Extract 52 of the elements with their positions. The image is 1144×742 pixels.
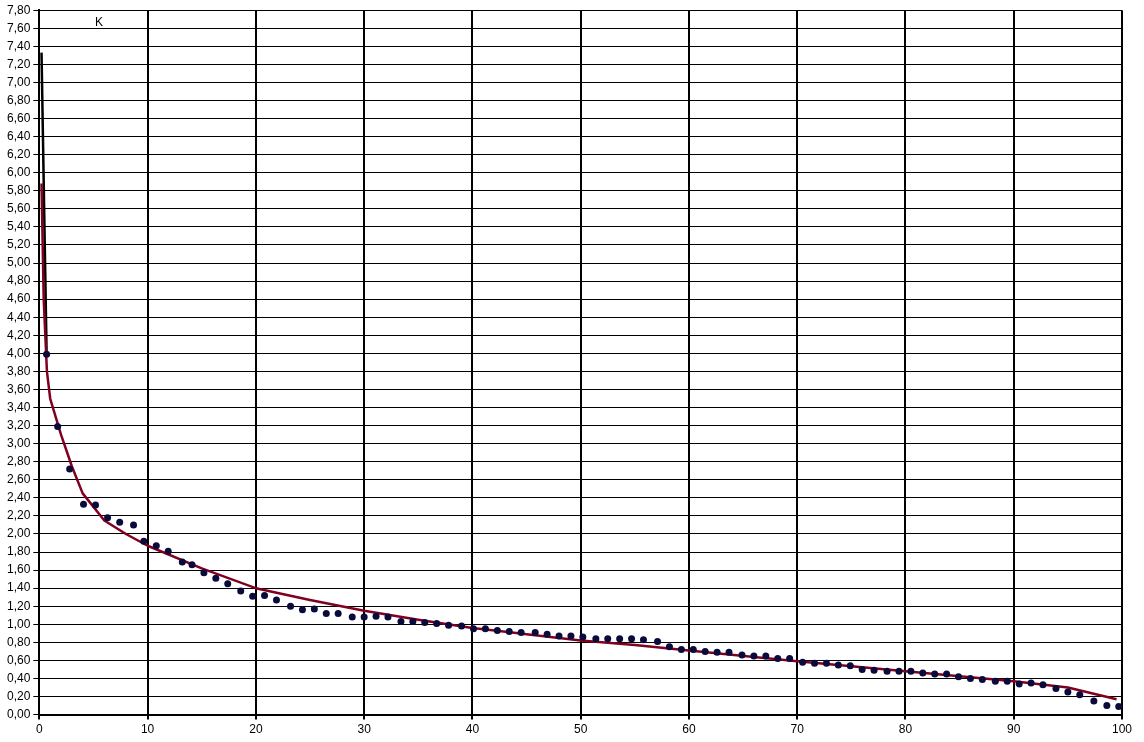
y-tick-label: 4,20 bbox=[7, 327, 31, 342]
y-tick-label: 4,60 bbox=[7, 291, 31, 306]
y-tick-label: 3,00 bbox=[7, 435, 31, 450]
y-tick-label: 2,80 bbox=[7, 454, 31, 469]
y-tick-label: 5,80 bbox=[7, 183, 31, 198]
x-tick-label: 30 bbox=[357, 722, 372, 737]
y-tick-label: 6,60 bbox=[7, 110, 31, 125]
y-tick-label: 4,80 bbox=[7, 273, 31, 288]
y-tick-label: 1,00 bbox=[7, 616, 31, 631]
y-tick-label: 7,60 bbox=[7, 20, 31, 35]
x-tick-label: 90 bbox=[1007, 722, 1021, 737]
x-tick-label: 0 bbox=[36, 722, 44, 737]
y-tick-label: 3,20 bbox=[7, 417, 31, 432]
y-tick-label: 5,40 bbox=[7, 219, 31, 234]
y-tick-label: 1,60 bbox=[7, 562, 31, 577]
y-tick-label: 7,00 bbox=[7, 74, 31, 89]
y-tick-label: 7,80 bbox=[7, 2, 31, 17]
y-tick-label: 6,00 bbox=[7, 165, 31, 180]
x-tick-label: 40 bbox=[465, 722, 480, 737]
x-tick-label: 10 bbox=[140, 722, 155, 737]
y-tick-label: 4,40 bbox=[7, 309, 31, 324]
y-tick-label: 2,20 bbox=[7, 508, 31, 523]
x-tick-label: 100 bbox=[1111, 722, 1133, 737]
x-tick-label: 60 bbox=[682, 722, 696, 737]
y-tick-label: 6,20 bbox=[7, 147, 31, 161]
x-tick-label: 20 bbox=[249, 722, 263, 737]
y-tick-label: 1,40 bbox=[7, 580, 31, 595]
y-tick-label: 2,60 bbox=[7, 472, 31, 487]
y-tick-label: 2,40 bbox=[7, 490, 31, 505]
y-tick-label: 0,80 bbox=[7, 634, 31, 649]
y-tick-label: 0,20 bbox=[7, 688, 31, 703]
y-tick-label: 2,00 bbox=[7, 526, 31, 541]
y-tick-label: 7,40 bbox=[7, 38, 31, 53]
y-tick-label: 3,40 bbox=[7, 399, 31, 414]
y-tick-label: 5,20 bbox=[7, 237, 31, 252]
y-tick-label: 6,40 bbox=[7, 128, 31, 143]
y-tick-label: 1,80 bbox=[7, 544, 31, 559]
y-tick-label: 5,60 bbox=[7, 201, 31, 216]
x-tick-label: 80 bbox=[898, 722, 913, 737]
y-tick-label: 3,80 bbox=[7, 363, 31, 378]
y-tick-label: 4,00 bbox=[7, 345, 31, 360]
x-tick-label: 70 bbox=[790, 722, 805, 737]
y-tick-label: 0,00 bbox=[7, 706, 31, 721]
y-axis-title: K bbox=[94, 14, 103, 29]
y-tick-label: 7,20 bbox=[7, 56, 31, 71]
y-tick-label: 0,60 bbox=[7, 652, 31, 667]
y-tick-label: 0,40 bbox=[7, 670, 31, 685]
x-tick-label: 50 bbox=[574, 722, 588, 737]
y-tick-label: 1,20 bbox=[7, 598, 31, 613]
y-tick-label: 3,60 bbox=[7, 381, 31, 396]
y-tick-label: 6,80 bbox=[7, 92, 31, 107]
y-tick-label: 5,00 bbox=[7, 255, 31, 270]
